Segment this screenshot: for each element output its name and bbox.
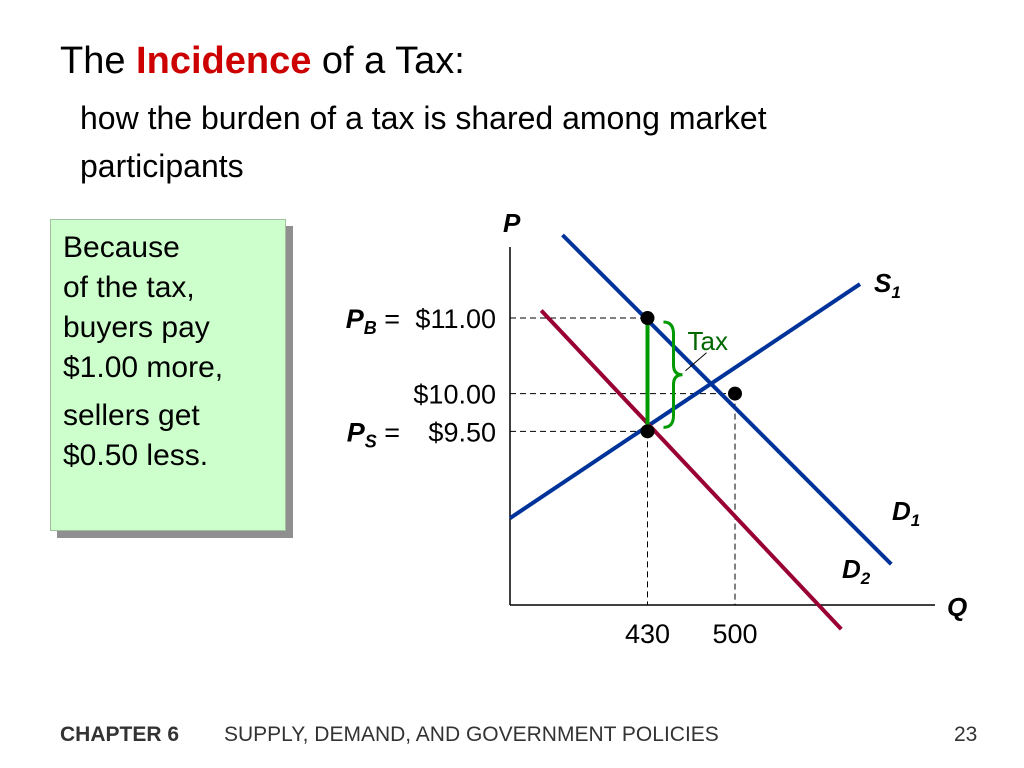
- title-highlight: Incidence: [136, 40, 312, 82]
- demand-curve-d2-label: D2: [842, 554, 871, 588]
- tax-label-pointer: [685, 352, 707, 372]
- demand-curve-d1-label: D1: [892, 496, 920, 530]
- demand-curve-d2: [539, 309, 843, 631]
- tax-label: Tax: [688, 326, 728, 356]
- callout-line: sellers get: [63, 399, 200, 432]
- callout-line: Because: [63, 231, 180, 264]
- equilibrium-point: [640, 311, 655, 326]
- footer-chapter: CHAPTER 6: [60, 723, 180, 746]
- price-value-label: $11.00: [415, 304, 496, 334]
- footer-book-title: SUPPLY, DEMAND, AND GOVERNMENT POLICIES: [224, 723, 719, 746]
- price-variable-label: PS =: [347, 417, 400, 451]
- callout-line: buyers pay: [63, 311, 210, 344]
- quantity-tick-label: 500: [712, 619, 757, 649]
- page-number: 23: [954, 723, 978, 746]
- price-value-label: $10.00: [413, 380, 496, 410]
- slide-subtitle: how the burden of a tax is shared among …: [80, 100, 767, 184]
- supply-curve-s1-label: S1: [874, 268, 901, 302]
- equilibrium-point: [640, 424, 655, 439]
- x-axis-label: Q: [947, 592, 967, 622]
- tax-brace: [663, 320, 683, 429]
- quantity-tick-label: 430: [625, 619, 670, 649]
- price-variable-label: PB =: [346, 304, 400, 338]
- callout-line: $1.00 more,: [63, 351, 224, 384]
- demand-curve-d1: [561, 233, 893, 566]
- callout-line: $0.50 less.: [63, 439, 209, 472]
- equilibrium-point: [728, 386, 742, 401]
- price-value-label: $9.50: [428, 417, 496, 447]
- slide-title: The Incidence of a Tax:: [60, 40, 465, 82]
- callout-box: Because of the tax, buyers pay $1.00 mor…: [50, 219, 286, 531]
- callout-line: of the tax,: [63, 271, 195, 304]
- supply-curve-s1: [508, 282, 862, 520]
- y-axis-label: P: [503, 208, 521, 238]
